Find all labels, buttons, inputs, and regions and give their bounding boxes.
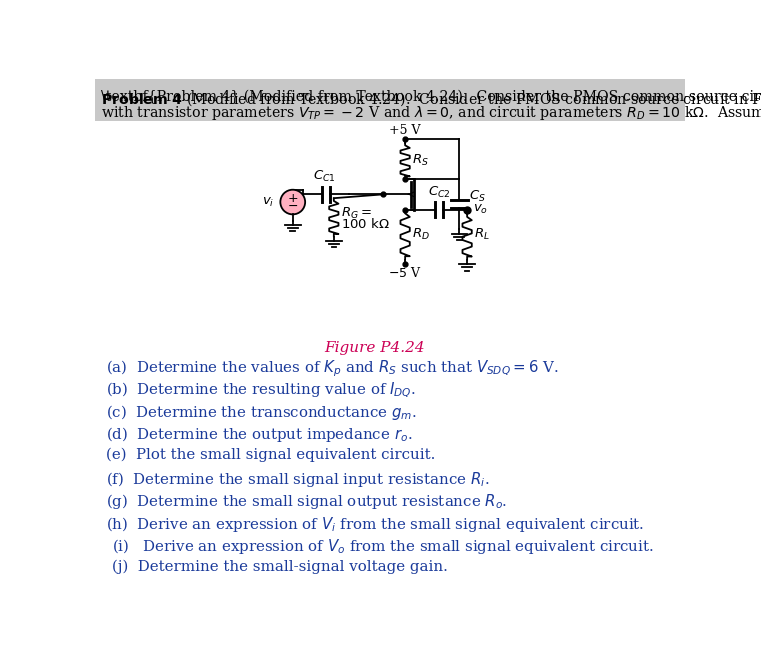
Text: $100\ \mathrm{k}\Omega$: $100\ \mathrm{k}\Omega$ (341, 217, 390, 231)
Text: (i)   Derive an expression of $V_o$ from the small signal equivalent circuit.: (i) Derive an expression of $V_o$ from t… (112, 537, 654, 556)
Circle shape (280, 190, 305, 214)
Text: −: − (288, 200, 298, 213)
Text: $\mathbf{Problem\ 4}$ (Modified from Textbook 4.24).  Consider the PMOS common-s: $\mathbf{Problem\ 4}$ (Modified from Tex… (101, 89, 761, 108)
Text: with transistor parameters $V_{TP} = -2$ V and $\lambda = 0$, and circuit parame: with transistor parameters $V_{TP} = -2$… (101, 104, 761, 122)
Bar (95, 79, 685, 121)
Text: $R_D$: $R_D$ (412, 227, 430, 242)
Text: (j)  Determine the small-signal voltage gain.: (j) Determine the small-signal voltage g… (112, 559, 448, 574)
Text: (a)  Determine the values of $K_p$ and $R_S$ such that $V_{SDQ} = 6$ V.: (a) Determine the values of $K_p$ and $R… (106, 358, 559, 379)
Text: $R_G =$: $R_G =$ (341, 206, 372, 221)
Text: (e)  Plot the small signal equivalent circuit.: (e) Plot the small signal equivalent cir… (106, 447, 435, 462)
Text: (b)  Determine the resulting value of $I_{DQ}$.: (b) Determine the resulting value of $I_… (106, 380, 416, 400)
Text: $v_o$: $v_o$ (473, 203, 488, 216)
Text: (c)  Determine the transconductance $g_m$.: (c) Determine the transconductance $g_m$… (106, 403, 417, 422)
Text: $C_{C2}$: $C_{C2}$ (428, 185, 451, 200)
Text: \textbf{Problem 4} (Modified from Textbook 4.24).  Consider the PMOS common-sour: \textbf{Problem 4} (Modified from Textbo… (101, 89, 761, 104)
Text: $v_i$: $v_i$ (262, 196, 274, 208)
Text: +: + (288, 192, 298, 205)
Text: (f)  Determine the small signal input resistance $R_i$.: (f) Determine the small signal input res… (106, 470, 489, 489)
Text: $R_S$: $R_S$ (412, 153, 429, 168)
Text: +5 V: +5 V (390, 124, 421, 137)
Text: $C_{C1}$: $C_{C1}$ (314, 170, 336, 185)
Text: Figure P4.24: Figure P4.24 (323, 340, 425, 355)
Text: (g)  Determine the small signal output resistance $R_o$.: (g) Determine the small signal output re… (106, 492, 508, 511)
Text: (d)  Determine the output impedance $r_o$.: (d) Determine the output impedance $r_o$… (106, 425, 412, 444)
Text: $R_L$: $R_L$ (474, 227, 490, 242)
Text: $C_S$: $C_S$ (470, 189, 486, 204)
Text: $-5$ V: $-5$ V (388, 266, 422, 280)
Text: (h)  Derive an expression of $V_i$ from the small signal equivalent circuit.: (h) Derive an expression of $V_i$ from t… (106, 514, 645, 533)
